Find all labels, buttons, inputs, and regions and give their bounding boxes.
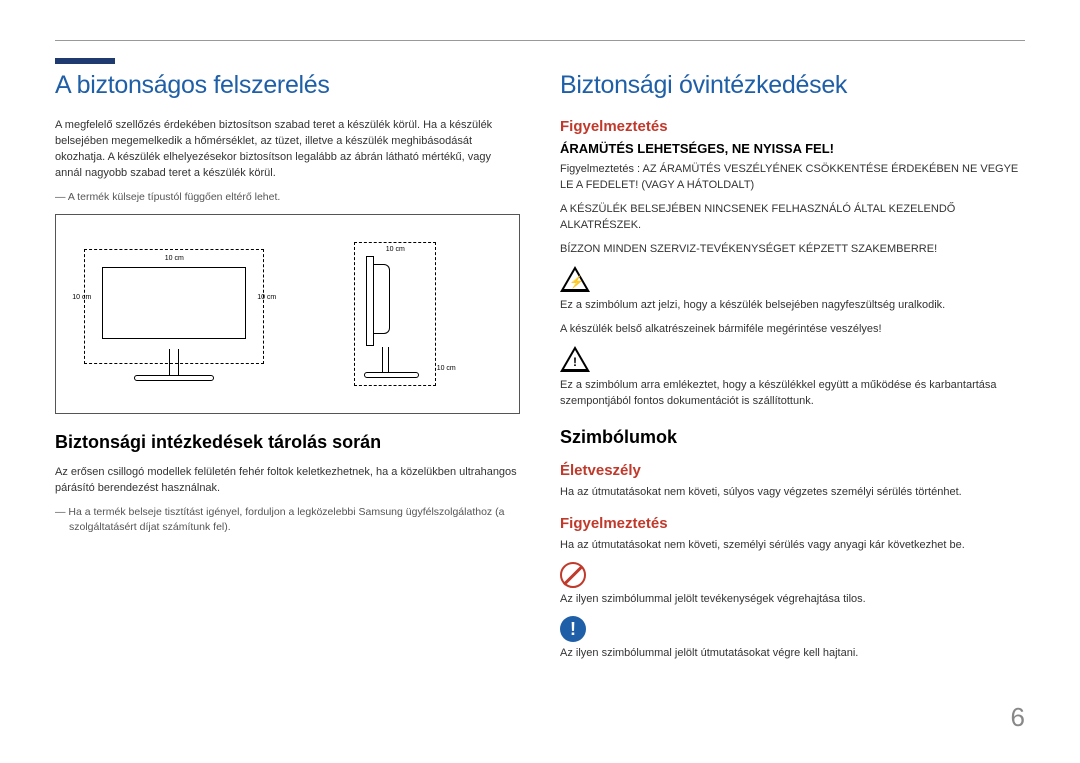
right-column: Biztonsági óvintézkedések Figyelmeztetés… xyxy=(560,71,1025,670)
left-heading: A biztonságos felszerelés xyxy=(55,71,520,100)
danger-text: Ha az útmutatásokat nem követi, súlyos v… xyxy=(560,485,1025,501)
left-note-1: A termék külseje típustól függően eltérő… xyxy=(55,190,520,205)
high-voltage-text-1: Ez a szimbólum azt jelzi, hogy a készülé… xyxy=(560,298,1025,314)
dim-right: 10 cm xyxy=(257,294,276,301)
shock-warning-p2: A KÉSZÜLÉK BELSEJÉBEN NINCSENEK FELHASZN… xyxy=(560,202,1025,234)
monitor-front-view: 10 cm 10 cm 10 cm xyxy=(70,229,279,399)
warning-label-2: Figyelmeztetés xyxy=(560,515,1025,532)
shock-warning-p1: Figyelmeztetés : AZ ÁRAMÜTÉS VESZÉLYÉNEK… xyxy=(560,162,1025,194)
right-heading: Biztonsági óvintézkedések xyxy=(560,71,1025,100)
dim-side-bottom: 10 cm xyxy=(437,365,456,372)
prohibited-text: Az ilyen szimbólummal jelölt tevékenység… xyxy=(560,592,1025,608)
left-note-2: Ha a termék belseje tisztítást igényel, … xyxy=(55,505,520,534)
dim-side-top: 10 cm xyxy=(386,246,405,253)
left-intro-paragraph: A megfelelő szellőzés érdekében biztosít… xyxy=(55,118,520,182)
two-column-layout: A biztonságos felszerelés A megfelelő sz… xyxy=(55,71,1025,670)
installation-clearance-diagram: 10 cm 10 cm 10 cm 10 cm 10 cm xyxy=(55,214,520,414)
warning-text: Ha az útmutatásokat nem követi, személyi… xyxy=(560,538,1025,554)
header-rule xyxy=(55,40,1025,41)
high-voltage-text-2: A készülék belső alkatrészeinek bármifél… xyxy=(560,322,1025,338)
left-column: A biztonságos felszerelés A megfelelő sz… xyxy=(55,71,520,670)
warning-label-1: Figyelmeztetés xyxy=(560,118,1025,135)
shock-warning-p3: BÍZZON MINDEN SZERVIZ-TEVÉKENYSÉGET KÉPZ… xyxy=(560,242,1025,258)
shock-warning-title: ÁRAMÜTÉS LEHETSÉGES, NE NYISSA FEL! xyxy=(560,141,1025,156)
page-number: 6 xyxy=(1011,702,1025,733)
symbols-heading: Szimbólumok xyxy=(560,427,1025,448)
left-subheading: Biztonsági intézkedések tárolás során xyxy=(55,432,520,453)
left-storage-paragraph: Az erősen csillogó modellek felületén fe… xyxy=(55,465,520,497)
dim-top: 10 cm xyxy=(165,255,184,262)
prohibited-icon xyxy=(560,562,586,588)
mandatory-text: Az ilyen szimbólummal jelölt útmutatások… xyxy=(560,646,1025,662)
header-accent-bar xyxy=(55,58,115,64)
caution-text: Ez a szimbólum arra emlékeztet, hogy a k… xyxy=(560,378,1025,410)
high-voltage-icon: ⚡ xyxy=(560,266,1025,292)
caution-icon: ! xyxy=(560,346,1025,372)
danger-label: Életveszély xyxy=(560,462,1025,479)
mandatory-icon: ! xyxy=(560,616,586,642)
monitor-side-view: 10 cm 10 cm xyxy=(297,229,506,399)
dim-left: 10 cm xyxy=(72,294,91,301)
